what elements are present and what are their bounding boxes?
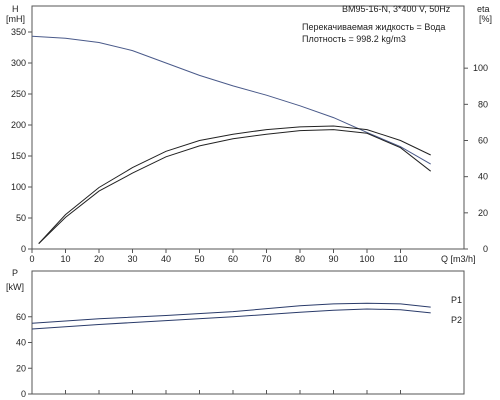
head-tick-label: 50 <box>16 213 26 223</box>
eta-axis-label: eta <box>477 4 490 14</box>
bottom-chart-axes: 0 20 40 60 <box>16 312 401 399</box>
top-chart-title: BM95-16-N, 3*400 V, 50Hz <box>342 4 451 14</box>
x-tick-label: 70 <box>261 254 271 264</box>
eta-tick-label: 80 <box>478 99 488 109</box>
x-tick-label: 90 <box>328 254 338 264</box>
legend-p2: P2 <box>451 315 462 325</box>
flow-axis-label: Q [m3/h] <box>441 254 476 264</box>
x-tick-label: 50 <box>194 254 204 264</box>
eta-tick-label: 20 <box>478 208 488 218</box>
head-tick-label: 150 <box>11 151 26 161</box>
bottom-plot-frame <box>31 270 465 395</box>
power-axis-label: P <box>12 268 18 278</box>
power-curve-p2 <box>31 308 431 330</box>
x-tick-label: 40 <box>161 254 171 264</box>
bottom-chart-curves <box>31 302 431 330</box>
head-tick-label: 250 <box>11 89 26 99</box>
power-curve-p1 <box>31 302 431 324</box>
eta-axis-unit: [%] <box>479 14 492 24</box>
top-plot-frame <box>31 5 465 250</box>
efficiency-curve-1 <box>38 125 431 244</box>
power-tick-label: 20 <box>16 363 26 373</box>
density-annotation: Плотность = 998.2 kg/m3 <box>302 34 406 44</box>
head-tick-label: 200 <box>11 120 26 130</box>
head-tick-label: 100 <box>11 182 26 192</box>
eta-tick-label: 60 <box>478 136 488 146</box>
bottom-chart: P [kW] P1 P2 0 20 40 60 <box>6 268 465 399</box>
power-tick-label: 40 <box>16 338 26 348</box>
head-curve <box>31 35 431 165</box>
top-chart-axes: 0 10 20 30 40 50 60 70 80 90 100 110050100150200250… <box>11 27 488 264</box>
x-tick-label: 10 <box>60 254 70 264</box>
x-tick-label: 100 <box>359 254 374 264</box>
head-tick-label: 300 <box>11 58 26 68</box>
eta-tick-label: 100 <box>473 63 488 73</box>
top-chart-curves <box>31 35 432 244</box>
x-tick-label: 0 <box>29 254 34 264</box>
x-tick-label: 20 <box>94 254 104 264</box>
eta-tick-label: 40 <box>478 172 488 182</box>
x-tick-label: 110 <box>393 254 407 264</box>
head-axis-label: H <box>12 4 19 14</box>
power-tick-label: 60 <box>16 312 26 322</box>
head-tick-label: 350 <box>11 27 26 37</box>
x-tick-label: 80 <box>295 254 305 264</box>
fluid-annotation: Перекачиваемая жидкость = Вода <box>302 22 445 32</box>
legend-p1: P1 <box>451 295 462 305</box>
eta-tick-label: 0 <box>483 244 488 254</box>
power-axis-unit: [kW] <box>6 282 24 292</box>
top-chart: BM95-16-N, 3*400 V, 50Hz Перекачиваемая … <box>6 4 492 264</box>
x-tick-label: 30 <box>127 254 137 264</box>
efficiency-curve-2 <box>38 129 432 244</box>
head-tick-label: 0 <box>21 244 26 254</box>
x-tick-label: 60 <box>228 254 238 264</box>
head-axis-unit: [mH] <box>6 14 25 24</box>
power-tick-label: 0 <box>21 389 26 399</box>
